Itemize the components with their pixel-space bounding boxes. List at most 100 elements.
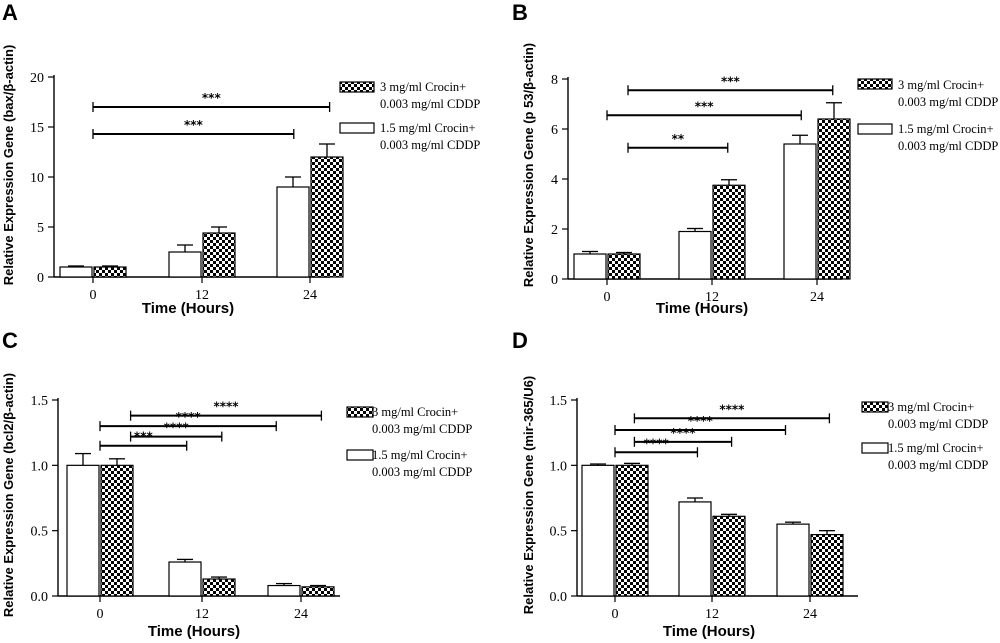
panel-letter: B bbox=[512, 0, 528, 25]
significance-label: *** bbox=[184, 118, 204, 132]
legend-swatch-checkered bbox=[346, 406, 374, 418]
legend-label: 0.003 mg/ml CDDP bbox=[898, 95, 998, 109]
y-tick-label: 0.0 bbox=[550, 590, 568, 605]
bar-checkered bbox=[202, 232, 236, 278]
y-tick-label: 5 bbox=[37, 221, 44, 236]
x-tick-label: 12 bbox=[705, 607, 719, 622]
legend-label: 1.5 mg/ml Crocin+ bbox=[372, 448, 468, 462]
x-tick-label: 12 bbox=[195, 288, 209, 303]
bar-open bbox=[678, 230, 712, 280]
legend-swatch-open bbox=[857, 123, 893, 135]
significance-label: ** bbox=[672, 132, 685, 146]
significance-label: **** bbox=[688, 414, 714, 428]
bar-checkered bbox=[100, 464, 134, 597]
legend-label: 3 mg/ml Crocin+ bbox=[898, 78, 984, 92]
bar-checkered bbox=[615, 464, 649, 597]
x-tick-label: 12 bbox=[195, 607, 209, 622]
significance-label: *** bbox=[695, 99, 715, 113]
legend-label: 1.5 mg/ml Crocin+ bbox=[898, 122, 994, 136]
y-tick-label: 0.5 bbox=[550, 525, 568, 540]
legend-label: 3 mg/ml Crocin+ bbox=[888, 400, 974, 414]
legend-label: 0.003 mg/ml CDDP bbox=[898, 139, 998, 153]
y-tick-label: 0 bbox=[551, 273, 558, 288]
y-axis-label: Relative Expression Gene (bax/β-actin) bbox=[1, 45, 16, 286]
y-tick-label: 4 bbox=[551, 173, 558, 188]
y-axis-label: Relative Expression Gene (mir-365/U6) bbox=[521, 376, 536, 614]
legend-swatch-open bbox=[861, 442, 889, 454]
bar-open bbox=[276, 186, 310, 278]
y-tick-label: 15 bbox=[30, 121, 44, 136]
y-axis-label: Relative Expression Gene (bcl2/β-actin) bbox=[1, 373, 16, 617]
bar-open bbox=[783, 143, 817, 280]
plot-a: 0 5 10 15 20 0 12 24 *** *** bbox=[30, 71, 344, 303]
y-tick-label: 0.5 bbox=[31, 525, 49, 540]
legend-label: 3 mg/ml Crocin+ bbox=[380, 80, 466, 94]
significance-label: **** bbox=[213, 400, 239, 414]
y-tick-label: 1.0 bbox=[31, 459, 49, 474]
bar-checkered bbox=[202, 578, 236, 597]
bar-open bbox=[59, 266, 93, 278]
significance-label: **** bbox=[176, 410, 202, 424]
significance-label: *** bbox=[202, 91, 222, 105]
bar-open bbox=[678, 501, 712, 597]
bar-open bbox=[168, 561, 202, 597]
panel-a: A 0 5 10 15 20 0 12 24 *** *** Relative Expressio… bbox=[1, 0, 480, 317]
legend-label: 0.003 mg/ml CDDP bbox=[372, 465, 472, 479]
bar-open bbox=[267, 584, 301, 597]
legend-label: 0.003 mg/ml CDDP bbox=[888, 417, 988, 431]
y-tick-label: 1.5 bbox=[550, 394, 568, 409]
y-tick-label: 1.5 bbox=[31, 394, 49, 409]
bar-open bbox=[581, 464, 615, 597]
legend-swatch-checkered bbox=[857, 78, 893, 90]
y-tick-label: 6 bbox=[551, 123, 558, 138]
panel-d: D 0.00.51.01.50 12 24**************** Rela… bbox=[512, 328, 988, 640]
x-tick-label: 0 bbox=[97, 607, 104, 622]
legend-swatch-open bbox=[346, 449, 374, 461]
y-tick-label: 20 bbox=[30, 71, 44, 86]
panel-letter: C bbox=[2, 328, 18, 353]
legend-swatch-checkered bbox=[861, 401, 889, 413]
plot-c: 0.00.51.01.50 12 24*************** bbox=[31, 394, 340, 622]
legend-a: 3 mg/ml Crocin+ 0.003 mg/ml CDDP 1.5 mg/… bbox=[339, 80, 480, 152]
bar-checkered bbox=[817, 118, 851, 280]
x-axis-label: Time (Hours) bbox=[148, 623, 240, 640]
y-tick-label: 2 bbox=[551, 223, 558, 238]
legend-label: 0.003 mg/ml CDDP bbox=[372, 422, 472, 436]
x-tick-label: 24 bbox=[810, 290, 824, 305]
bar-checkered bbox=[712, 184, 746, 280]
bar-open bbox=[776, 523, 810, 597]
x-axis-label: Time (Hours) bbox=[663, 623, 755, 640]
bar-checkered bbox=[93, 266, 127, 278]
significance-label: **** bbox=[644, 436, 670, 450]
legend-swatch-checkered bbox=[339, 81, 375, 93]
x-tick-label: 0 bbox=[90, 288, 97, 303]
panel-letter: A bbox=[2, 0, 18, 25]
bar-open bbox=[66, 464, 100, 597]
y-tick-label: 1.0 bbox=[550, 459, 568, 474]
y-tick-label: 0 bbox=[37, 271, 44, 286]
bar-checkered bbox=[712, 515, 746, 597]
significance-label: *** bbox=[721, 74, 741, 88]
x-tick-label: 24 bbox=[303, 288, 317, 303]
legend-label: 1.5 mg/ml Crocin+ bbox=[888, 441, 984, 455]
plot-d: 0.00.51.01.50 12 24**************** bbox=[550, 394, 858, 622]
bar-checkered bbox=[310, 156, 344, 278]
bar-checkered bbox=[301, 586, 335, 597]
x-tick-label: 0 bbox=[604, 290, 611, 305]
significance-label: **** bbox=[719, 402, 745, 416]
legend-b: 3 mg/ml Crocin+ 0.003 mg/ml CDDP 1.5 mg/… bbox=[857, 78, 998, 153]
y-axis-label: Relative Expression Gene (p 53/β-actin) bbox=[521, 43, 536, 287]
x-tick-label: 12 bbox=[705, 290, 719, 305]
legend-label: 0.003 mg/ml CDDP bbox=[380, 97, 480, 111]
bar-open bbox=[573, 253, 607, 280]
x-axis-label: Time (Hours) bbox=[142, 300, 234, 317]
bar-open bbox=[168, 251, 202, 278]
legend-label: 0.003 mg/ml CDDP bbox=[888, 458, 988, 472]
x-tick-label: 0 bbox=[612, 607, 619, 622]
x-axis-label: Time (Hours) bbox=[656, 300, 748, 317]
x-tick-label: 24 bbox=[803, 607, 817, 622]
bar-checkered bbox=[810, 533, 844, 597]
legend-label: 1.5 mg/ml Crocin+ bbox=[380, 121, 476, 135]
